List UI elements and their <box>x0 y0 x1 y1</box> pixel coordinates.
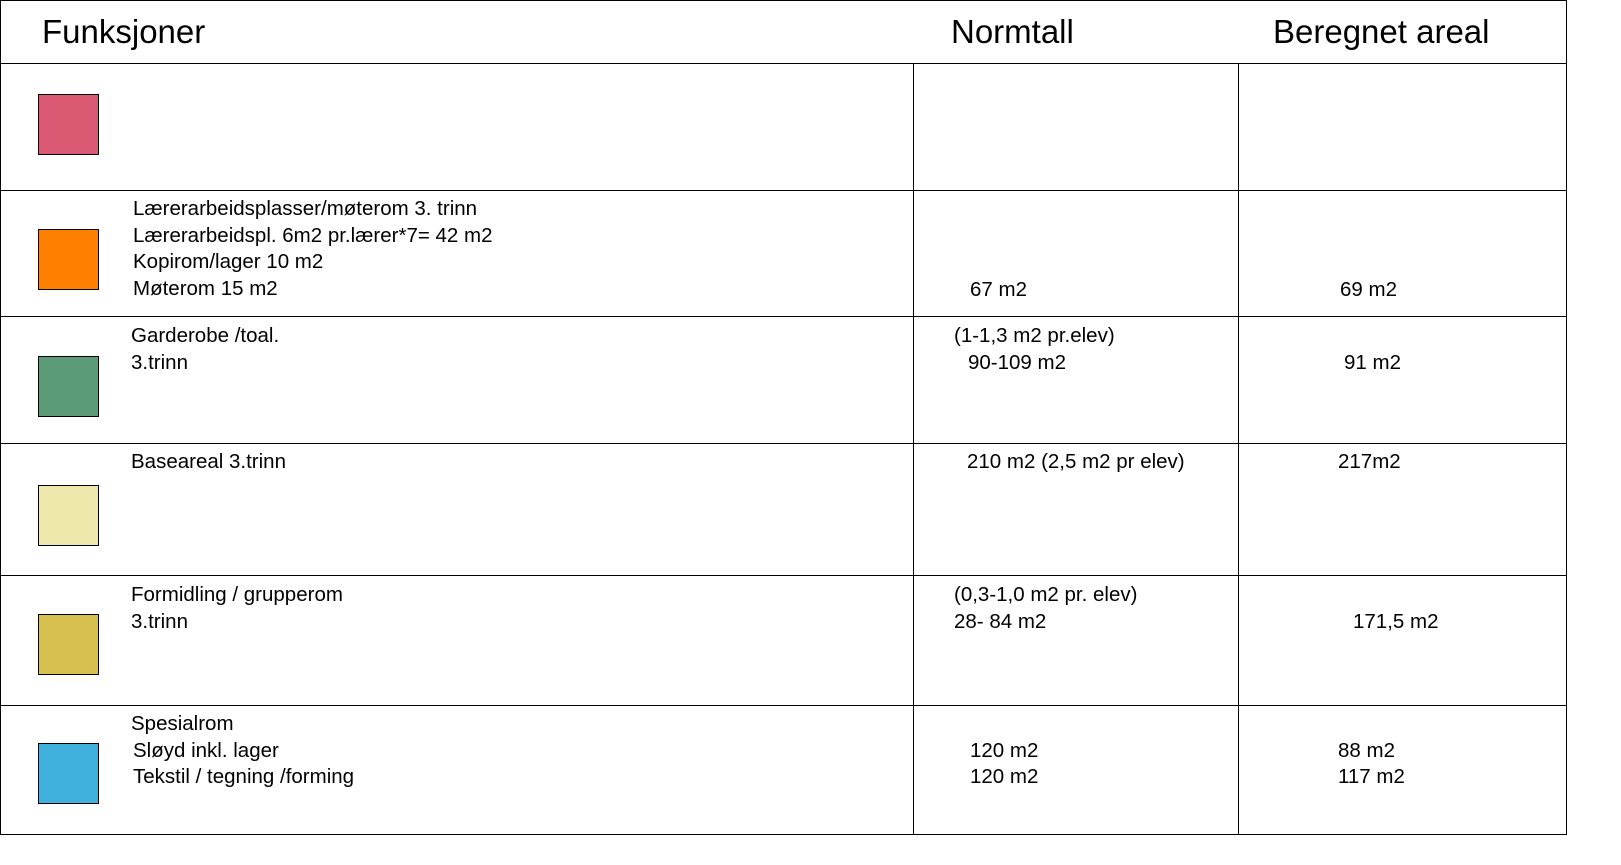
function-line: Garderobe /toal. <box>131 324 280 347</box>
function-line: Lærerarbeidsplasser/møterom 3. trinn <box>133 197 478 220</box>
function-line: 3.trinn <box>131 609 188 633</box>
column-separator-norm <box>913 63 914 834</box>
calculated-value: 88 m2 <box>1338 738 1395 762</box>
function-line: Lærerarbeidspl. 6m2 pr.lærer*7= 42 m2 <box>133 223 493 247</box>
calculated-value: 171,5 m2 <box>1353 609 1439 633</box>
calculated-value: 69 m2 <box>1340 278 1397 301</box>
color-swatch <box>38 614 99 675</box>
norm-value: 28- 84 m2 <box>954 609 1047 633</box>
norm-value: 210 m2 (2,5 m2 pr elev) <box>967 450 1185 473</box>
row-separator <box>0 443 1567 444</box>
header-norm: Normtall <box>951 13 1074 50</box>
header-separator <box>0 63 1567 64</box>
row-separator <box>0 190 1567 191</box>
color-swatch <box>38 229 99 290</box>
norm-value: 90-109 m2 <box>968 350 1067 374</box>
norm-value: (0,3-1,0 m2 pr. elev) <box>954 583 1138 606</box>
calculated-value: 91 m2 <box>1344 350 1401 374</box>
table-right-border <box>1566 0 1567 835</box>
function-line: Baseareal 3.trinn <box>131 450 286 473</box>
color-swatch <box>38 94 99 155</box>
norm-value: 120 m2 <box>970 765 1039 788</box>
norm-value: 67 m2 <box>970 278 1027 301</box>
function-line: Møterom 15 m2 <box>133 276 278 300</box>
function-line: Sløyd inkl. lager <box>133 738 279 762</box>
norm-value: 120 m2 <box>970 738 1039 762</box>
color-swatch <box>38 743 99 804</box>
table-left-border <box>0 0 1 835</box>
function-line: 3.trinn <box>131 350 188 374</box>
color-swatch <box>38 356 99 417</box>
row-separator <box>0 705 1567 706</box>
row-separator <box>0 575 1567 576</box>
table-top-border <box>0 0 1567 1</box>
table-bottom-border <box>0 834 1567 835</box>
column-separator-calculated <box>1238 63 1239 834</box>
norm-value: (1-1,3 m2 pr.elev) <box>954 324 1115 347</box>
calculated-value: 117 m2 <box>1338 765 1405 788</box>
calculated-value: 217m2 <box>1338 450 1401 473</box>
color-swatch <box>38 485 99 546</box>
function-line: Spesialrom <box>131 712 234 735</box>
row-separator <box>0 316 1567 317</box>
header-functions: Funksjoner <box>42 13 206 50</box>
header-calculated: Beregnet areal <box>1273 13 1490 50</box>
function-line: Tekstil / tegning /forming <box>133 765 355 788</box>
function-line: Formidling / grupperom <box>131 583 343 606</box>
function-line: Kopirom/lager 10 m2 <box>133 250 324 273</box>
